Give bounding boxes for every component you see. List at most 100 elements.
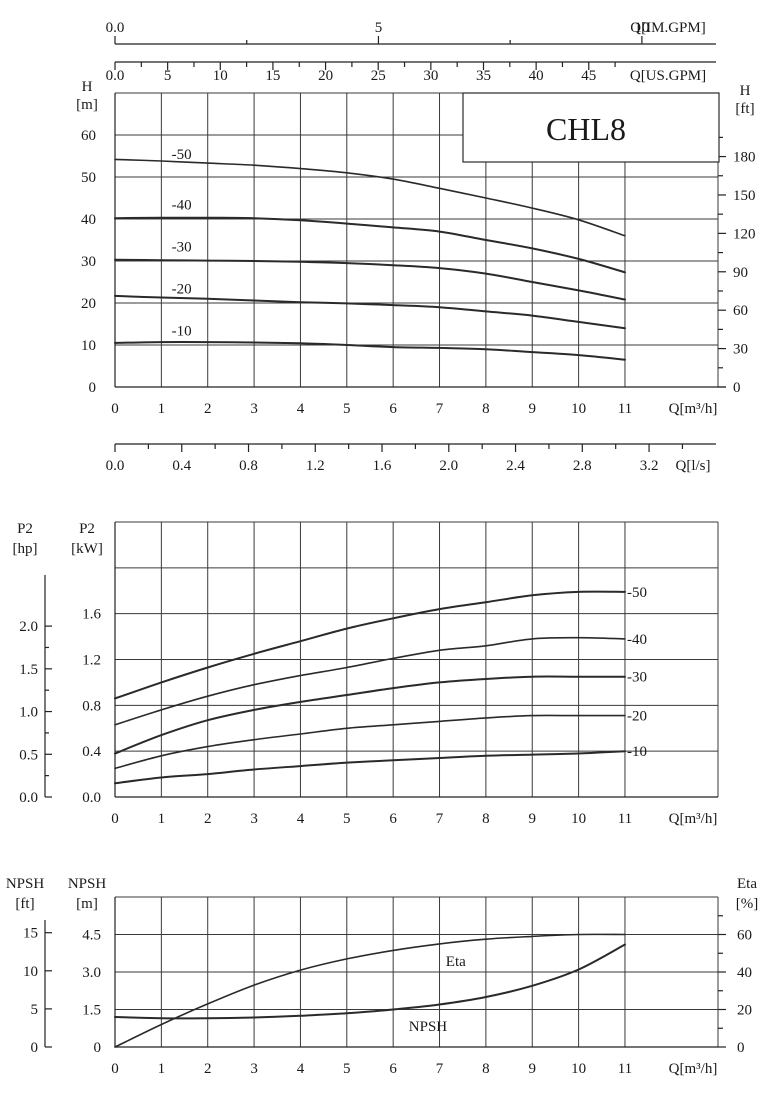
power-chart-panel: -50-40-30-20-10 0.00.40.81.21.6P2[kW]0.0… [13, 521, 719, 827]
ls-tick-label: 0.8 [239, 458, 258, 474]
power-x-tick-label: 1 [158, 811, 166, 827]
power-curve-label: -30 [627, 670, 647, 686]
eta-curve [114, 933, 626, 1048]
npsh-curve [114, 943, 626, 1020]
head-curve-stage-50 [114, 158, 626, 237]
head-curves: -50 -40 -30 -20 -10 [114, 147, 626, 361]
us-gpm-tick-label: 0.0 [106, 68, 125, 84]
npsh-m-axis-unit: [m] [76, 896, 98, 912]
eta-tick-label: 60 [737, 928, 752, 944]
npsh-m-tick-label: 3.0 [82, 965, 101, 981]
title-box [462, 92, 720, 163]
head-curve-stage-40 [114, 216, 626, 274]
head-x-tick-label: 11 [618, 401, 632, 417]
npsh-x-tick-label: 9 [528, 1061, 536, 1077]
npsh-x-tick-label: 5 [343, 1061, 351, 1077]
power-x-tick-label: 6 [389, 811, 397, 827]
npsh-m-tick-label: 4.5 [82, 928, 101, 944]
power-curve-stage-20 [114, 714, 626, 770]
head-x-tick-label: 6 [389, 401, 397, 417]
eta-curve-label: Eta [446, 954, 466, 970]
head-curve-label: -30 [172, 239, 192, 255]
head-ft-axis-unit: [ft] [735, 101, 754, 117]
npsh-m-axis-title: NPSH [68, 876, 107, 892]
head-x-tick-label: 3 [250, 401, 258, 417]
head-x-tick-label: 2 [204, 401, 212, 417]
head-x-tick-label: 5 [343, 401, 351, 417]
us-gpm-tick-label: 25 [371, 68, 386, 84]
npsh-ft-tick-label: 0 [31, 1040, 39, 1056]
head-ft-tick-label: 180 [733, 150, 756, 166]
power-x-tick-label: 4 [297, 811, 305, 827]
power-curve-stage-30 [114, 675, 626, 755]
ls-tick-label: 2.0 [439, 458, 458, 474]
npsh-ft-axis-unit: [ft] [15, 896, 34, 912]
npsh-m-tick-label: 0 [94, 1040, 102, 1056]
power-hp-tick-label: 1.0 [19, 705, 38, 721]
head-x-tick-label: 9 [528, 401, 536, 417]
head-x-tick-label: 8 [482, 401, 490, 417]
im-gpm-tick-label: 10 [634, 20, 649, 36]
npsh-curve-label: NPSH [409, 1019, 448, 1035]
im-gpm-axis-label: Q[IM.GPM] [630, 20, 705, 36]
ls-tick-label: 0.4 [172, 458, 191, 474]
head-y-axis-title: H [82, 79, 93, 95]
npsh-x-tick-label: 2 [204, 1061, 212, 1077]
npsh-eta-axes: 01.53.04.5NPSH[m]051015NPSH[ft]0204060Et… [6, 876, 758, 1077]
power-x-tick-label: 11 [618, 811, 632, 827]
ls-tick-label: 3.2 [640, 458, 659, 474]
npsh-x-tick-label: 7 [436, 1061, 444, 1077]
power-x-tick-label: 2 [204, 811, 212, 827]
ls-axis-label: Q[l/s] [676, 458, 711, 474]
head-curve-label: -50 [172, 147, 192, 163]
im-gpm-tick-label: 5 [375, 20, 383, 36]
power-curve-stage-40 [114, 636, 626, 726]
head-x-tick-label: 10 [571, 401, 586, 417]
head-y-tick-label: 60 [81, 128, 96, 144]
head-curve-stage-20 [114, 294, 626, 330]
npsh-x-tick-label: 11 [618, 1061, 632, 1077]
us-gpm-tick-label: 15 [265, 68, 280, 84]
eta-tick-label: 20 [737, 1003, 752, 1019]
power-kw-tick-label: 0.4 [82, 744, 101, 760]
head-ft-tick-label: 150 [733, 188, 756, 204]
us-gpm-tick-label: 40 [529, 68, 544, 84]
npsh-x-tick-label: 10 [571, 1061, 586, 1077]
power-hp-tick-label: 0.0 [19, 790, 38, 806]
head-ft-tick-label: 0 [733, 380, 741, 396]
head-curve-label: -10 [172, 323, 192, 339]
head-curve-label: -20 [172, 281, 192, 297]
power-x-tick-label: 10 [571, 811, 586, 827]
head-x-tick-label: 1 [158, 401, 166, 417]
power-hp-tick-label: 1.5 [19, 662, 38, 678]
head-y-tick-label: 0 [89, 380, 97, 396]
head-y-tick-label: 10 [81, 338, 96, 354]
power-curves: -50 -40 -30 -20 -10 [114, 585, 647, 785]
head-y-tick-label: 20 [81, 296, 96, 312]
power-x-tick-label: 5 [343, 811, 351, 827]
head-y-tick-label: 50 [81, 170, 96, 186]
power-kw-axis-unit: [kW] [71, 541, 103, 557]
us-gpm-tick-label: 10 [213, 68, 228, 84]
npsh-x-tick-label: 4 [297, 1061, 305, 1077]
npsh-m-tick-label: 1.5 [82, 1003, 101, 1019]
head-ft-axis-title: H [740, 83, 751, 99]
head-x-tick-label: 0 [111, 401, 119, 417]
power-curve-label: -40 [627, 632, 647, 648]
eta-axis-unit: [%] [736, 896, 759, 912]
npsh-x-tick-label: 6 [389, 1061, 397, 1077]
npsh-x-tick-label: 1 [158, 1061, 166, 1077]
power-kw-tick-label: 1.2 [82, 653, 101, 669]
power-axes: 0.0 0.4 0.8 1.2 1.6 P2 [kW] 0.0 0.5 1.0 1.5 2.0 P2 [h… [13, 521, 718, 827]
power-x-tick-label: 8 [482, 811, 490, 827]
head-y-axis-unit: [m] [76, 97, 98, 113]
power-curve-label: -20 [627, 709, 647, 725]
head-chart-panel: -50-40-30-20-10 0102030405060H[m]0306090… [76, 20, 756, 474]
power-x-tick-label: 9 [528, 811, 536, 827]
npsh-eta-curves: Eta NPSH [114, 933, 626, 1048]
npsh-x-axis-label: Q[m³/h] [669, 1061, 718, 1077]
power-hp-tick-label: 0.5 [19, 747, 38, 763]
